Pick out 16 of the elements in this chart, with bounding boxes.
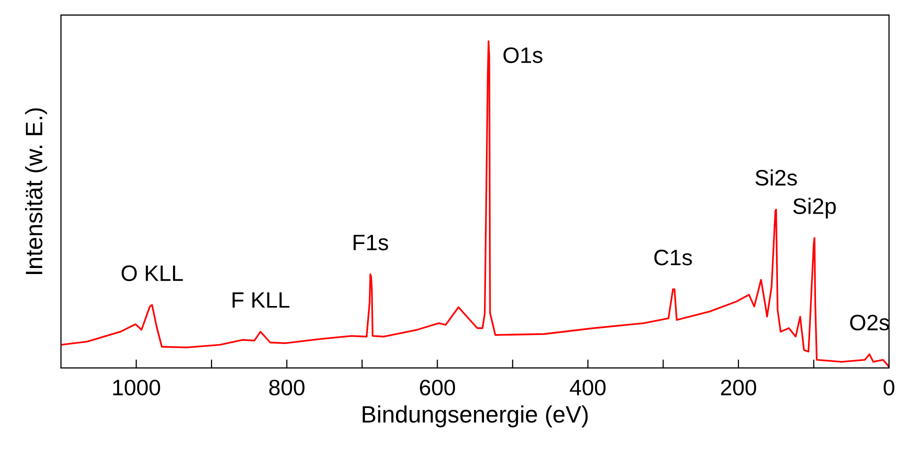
x-tick-label: 0	[884, 380, 894, 396]
annotation: F1s	[354, 234, 388, 250]
x-tick-label: 400	[570, 380, 606, 396]
x-axis-title: Bindungsenergie (eV)	[362, 405, 588, 428]
annotation: O KLL	[122, 265, 183, 282]
annotation: O2s	[850, 314, 890, 330]
annotation: O1s	[503, 47, 542, 64]
annotation: Si2p	[793, 198, 836, 218]
y-axis-title: Intensität (w. E.)	[25, 108, 48, 274]
annotation: C1s	[654, 250, 692, 266]
x-tick-label: 200	[721, 380, 756, 396]
annotation: F KLL	[232, 292, 290, 308]
annotation: Si2s	[755, 169, 797, 186]
x-tick-label: 800	[269, 380, 304, 396]
x-tick-label: 1000	[113, 380, 160, 396]
x-tick-label: 600	[420, 380, 456, 396]
